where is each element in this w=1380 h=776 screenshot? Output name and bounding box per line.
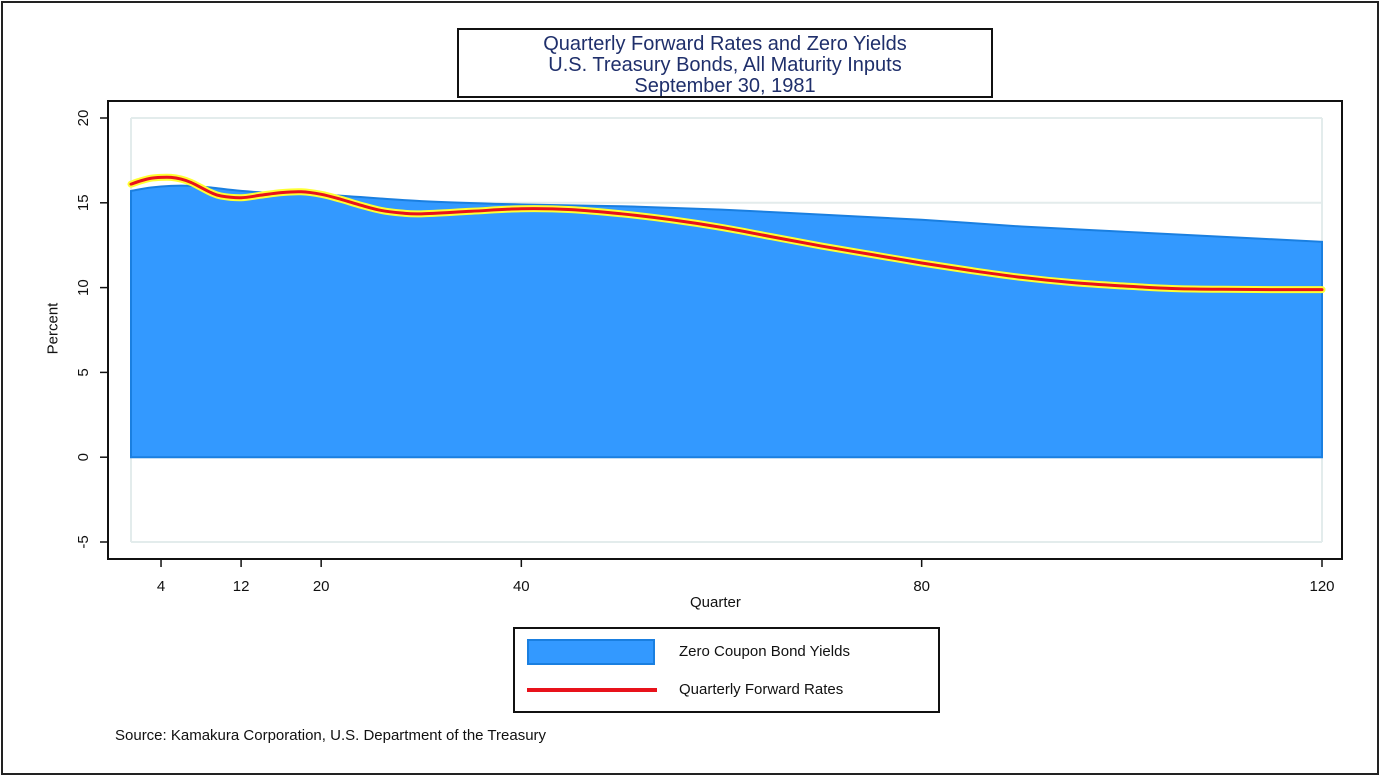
- source-note: Source: Kamakura Corporation, U.S. Depar…: [115, 727, 547, 744]
- chart-title-line-1: Quarterly Forward Rates and Zero Yields: [543, 33, 907, 55]
- legend-label-forward-rates: Quarterly Forward Rates: [679, 681, 844, 698]
- legend-swatch-line: [527, 688, 657, 692]
- x-tick-label-12: 12: [233, 578, 250, 595]
- x-tick-label-40: 40: [513, 578, 530, 595]
- legend-label-zero-yields: Zero Coupon Bond Yields: [679, 643, 850, 660]
- y-tick-label-15: 15: [75, 194, 92, 211]
- y-tick-label-5: 5: [75, 368, 92, 376]
- x-axis-title: Quarter: [690, 594, 741, 611]
- legend-swatch-area: [527, 639, 655, 665]
- y-tick-label-0: 0: [75, 453, 92, 461]
- legend: Zero Coupon Bond Yields Quarterly Forwar…: [513, 627, 940, 713]
- series-forward-rates-line: [129, 175, 1324, 292]
- legend-item-forward-rates: Quarterly Forward Rates: [527, 677, 927, 705]
- x-tick-label-4: 4: [157, 578, 165, 595]
- y-tick-label-20: 20: [75, 110, 92, 127]
- x-tick-label-20: 20: [313, 578, 330, 595]
- y-tick-label-10: 10: [75, 279, 92, 296]
- y-tick-label--5: -5: [75, 535, 92, 548]
- x-tick-label-120: 120: [1309, 578, 1334, 595]
- y-axis-title: Percent: [44, 302, 62, 355]
- x-tick-label-80: 80: [913, 578, 930, 595]
- chart-title-line-2: U.S. Treasury Bonds, All Maturity Inputs: [548, 54, 902, 76]
- chart-title-line-3: September 30, 1981: [634, 75, 816, 97]
- legend-item-zero-yields: Zero Coupon Bond Yields: [527, 639, 927, 667]
- chart-title-box: Quarterly Forward Rates and Zero Yields …: [457, 28, 993, 98]
